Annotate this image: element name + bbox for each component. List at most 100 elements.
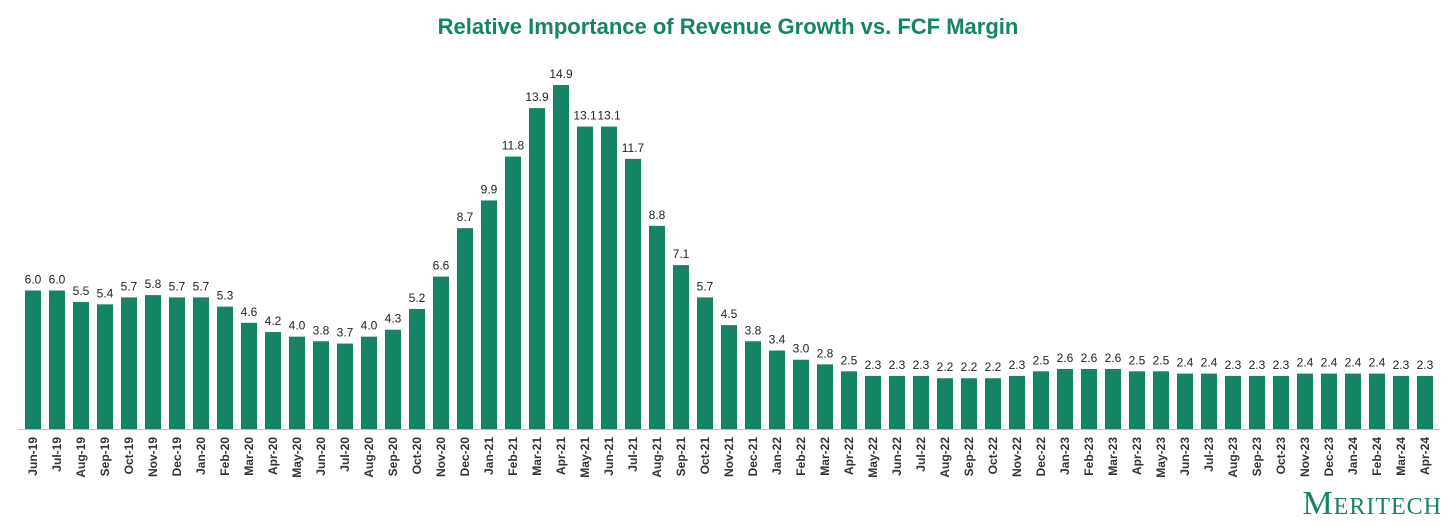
data-label: 11.7 bbox=[622, 141, 645, 155]
bar bbox=[193, 297, 209, 429]
data-label: 4.0 bbox=[289, 319, 306, 333]
x-tick-label: Sep-19 bbox=[98, 437, 112, 477]
bar bbox=[1273, 375, 1289, 429]
x-tick-label: Nov-19 bbox=[146, 437, 160, 477]
data-label: 2.5 bbox=[841, 353, 858, 367]
x-tick-label: Nov-20 bbox=[434, 437, 448, 477]
bar bbox=[673, 265, 689, 429]
data-label: 2.2 bbox=[985, 360, 1002, 374]
data-label: 13.1 bbox=[597, 109, 621, 123]
x-tick-label: Jul-20 bbox=[338, 437, 352, 472]
data-label: 5.5 bbox=[73, 284, 90, 298]
x-tick-label: Feb-22 bbox=[794, 437, 808, 476]
bar bbox=[1321, 373, 1337, 429]
data-label: 2.5 bbox=[1033, 353, 1050, 367]
data-label: 5.8 bbox=[145, 277, 162, 291]
x-tick-label: Feb-21 bbox=[506, 437, 520, 476]
bar bbox=[1129, 371, 1145, 429]
bar bbox=[457, 228, 473, 429]
data-label: 3.7 bbox=[337, 326, 354, 340]
x-tick-label: Nov-21 bbox=[722, 437, 736, 477]
x-tick-label: Aug-22 bbox=[938, 437, 952, 478]
data-label: 3.0 bbox=[793, 342, 810, 356]
data-label: 14.9 bbox=[549, 67, 573, 81]
bar bbox=[1009, 375, 1025, 429]
data-label: 13.9 bbox=[525, 90, 549, 104]
bar bbox=[169, 297, 185, 429]
bar bbox=[1201, 373, 1217, 429]
x-tick-label: Sep-21 bbox=[674, 437, 688, 477]
data-label: 2.3 bbox=[1249, 358, 1266, 372]
bar bbox=[1177, 373, 1193, 429]
data-label: 2.2 bbox=[937, 360, 954, 374]
bar bbox=[985, 378, 1001, 429]
bar bbox=[1417, 375, 1433, 429]
data-label: 5.4 bbox=[97, 286, 114, 300]
bar bbox=[505, 156, 521, 429]
bar bbox=[649, 225, 665, 429]
data-label: 6.6 bbox=[433, 259, 450, 273]
x-tick-label: Oct-19 bbox=[122, 437, 136, 475]
x-tick-label: Jun-23 bbox=[1178, 437, 1192, 476]
x-tick-label: Jan-22 bbox=[770, 437, 784, 475]
x-tick-label: Oct-22 bbox=[986, 437, 1000, 475]
data-label: 6.0 bbox=[25, 272, 42, 286]
x-tick-label: May-21 bbox=[578, 437, 592, 478]
x-tick-label: Oct-20 bbox=[410, 437, 424, 475]
bar bbox=[1369, 373, 1385, 429]
data-label: 13.1 bbox=[573, 109, 597, 123]
bar bbox=[913, 375, 929, 429]
bar bbox=[793, 359, 809, 429]
x-tick-label: Dec-22 bbox=[1034, 437, 1048, 477]
x-tick-label: Feb-23 bbox=[1082, 437, 1096, 476]
bar bbox=[481, 200, 497, 429]
bar bbox=[841, 371, 857, 429]
x-tick-label: Sep-20 bbox=[386, 437, 400, 477]
bar bbox=[1393, 375, 1409, 429]
x-tick-label: Jul-19 bbox=[50, 437, 64, 472]
data-label: 5.7 bbox=[121, 279, 138, 293]
x-tick-label: May-22 bbox=[866, 437, 880, 478]
x-tick-label: Jan-23 bbox=[1058, 437, 1072, 475]
x-tick-label: Jun-21 bbox=[602, 437, 616, 476]
data-label: 2.4 bbox=[1321, 356, 1338, 370]
bar bbox=[145, 295, 161, 429]
meritech-logo: Meritech bbox=[1302, 485, 1442, 522]
x-tick-label: Aug-20 bbox=[362, 437, 376, 478]
bar bbox=[961, 378, 977, 429]
data-label: 7.1 bbox=[673, 247, 690, 261]
data-label: 2.6 bbox=[1105, 351, 1122, 365]
x-tick-label: Feb-24 bbox=[1370, 437, 1384, 476]
data-label: 5.7 bbox=[193, 279, 210, 293]
x-tick-label: Jun-22 bbox=[890, 437, 904, 476]
x-tick-label: Apr-23 bbox=[1130, 437, 1144, 475]
data-label: 2.3 bbox=[1273, 358, 1290, 372]
x-tick-label: Apr-20 bbox=[266, 437, 280, 475]
x-tick-label: Jan-20 bbox=[194, 437, 208, 475]
x-tick-label: Mar-24 bbox=[1394, 437, 1408, 476]
data-label: 5.3 bbox=[217, 289, 234, 303]
bar bbox=[1057, 368, 1073, 429]
chart-title: Relative Importance of Revenue Growth vs… bbox=[437, 14, 1019, 39]
data-label: 2.3 bbox=[1393, 358, 1410, 372]
bar bbox=[409, 308, 425, 429]
data-label: 2.3 bbox=[1225, 358, 1242, 372]
data-label: 2.4 bbox=[1345, 356, 1362, 370]
x-tick-label: Feb-20 bbox=[218, 437, 232, 476]
data-label: 3.8 bbox=[745, 323, 762, 337]
data-label: 2.2 bbox=[961, 360, 978, 374]
bar bbox=[265, 332, 281, 429]
bar bbox=[937, 378, 953, 429]
bar bbox=[601, 126, 617, 430]
x-tick-label: Oct-23 bbox=[1274, 437, 1288, 475]
bar bbox=[1345, 373, 1361, 429]
data-label: 2.8 bbox=[817, 346, 834, 360]
data-label: 2.6 bbox=[1081, 351, 1098, 365]
bar bbox=[745, 341, 761, 429]
bar bbox=[1153, 371, 1169, 429]
data-label: 2.4 bbox=[1297, 356, 1314, 370]
data-label: 2.3 bbox=[889, 358, 906, 372]
bar bbox=[865, 375, 881, 429]
data-label: 3.4 bbox=[769, 333, 786, 347]
